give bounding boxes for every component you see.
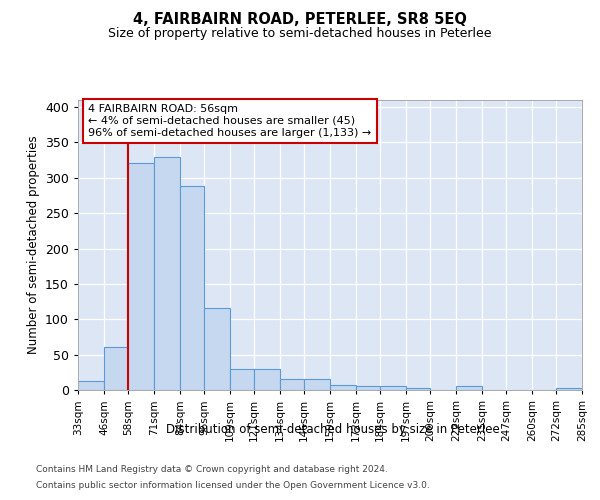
Bar <box>78 381 104 390</box>
Bar <box>254 370 280 390</box>
Bar <box>230 369 254 390</box>
Bar <box>104 347 128 390</box>
Bar <box>406 388 430 390</box>
Text: Contains public sector information licensed under the Open Government Licence v3: Contains public sector information licen… <box>36 480 430 490</box>
Bar <box>154 156 180 390</box>
Text: Contains HM Land Registry data © Crown copyright and database right 2024.: Contains HM Land Registry data © Crown c… <box>36 466 388 474</box>
Bar <box>180 186 204 390</box>
Text: Distribution of semi-detached houses by size in Peterlee: Distribution of semi-detached houses by … <box>166 422 500 436</box>
Bar <box>456 386 482 390</box>
Text: Size of property relative to semi-detached houses in Peterlee: Size of property relative to semi-detach… <box>108 28 492 40</box>
Bar <box>380 386 406 390</box>
Bar <box>204 308 230 390</box>
Y-axis label: Number of semi-detached properties: Number of semi-detached properties <box>26 136 40 354</box>
Bar <box>128 163 154 390</box>
Bar <box>556 388 582 390</box>
Text: 4 FAIRBAIRN ROAD: 56sqm
← 4% of semi-detached houses are smaller (45)
96% of sem: 4 FAIRBAIRN ROAD: 56sqm ← 4% of semi-det… <box>88 104 371 138</box>
Bar <box>356 386 380 390</box>
Bar <box>304 380 330 390</box>
Text: 4, FAIRBAIRN ROAD, PETERLEE, SR8 5EQ: 4, FAIRBAIRN ROAD, PETERLEE, SR8 5EQ <box>133 12 467 28</box>
Bar <box>280 380 304 390</box>
Bar <box>330 385 356 390</box>
